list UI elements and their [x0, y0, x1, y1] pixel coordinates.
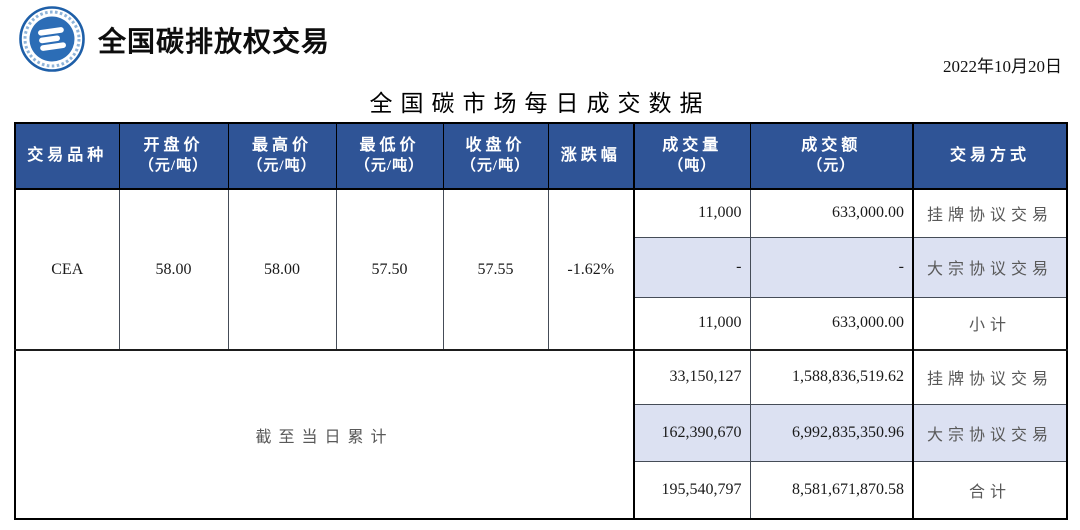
cell-cum-total-volume: 195,540,797 [633, 460, 751, 520]
col-header-high: 最高价 （元/吨） [227, 122, 337, 190]
col-header-change: 涨跌幅 [547, 122, 635, 190]
cell-daily-subtotal-volume: 11,000 [633, 296, 751, 351]
cell-daily-listed-amount: 633,000.00 [749, 188, 914, 238]
page-title: 全国碳市场每日成交数据 [369, 91, 711, 116]
cell-cum-block-amount: 6,992,835,350.96 [749, 403, 914, 462]
cell-cum-block-method: 大宗协议交易 [912, 403, 1068, 462]
cell-daily-subtotal-method: 小计 [912, 296, 1068, 351]
daily-row-subtotal: 11,000 633,000.00 小计 [15, 296, 1068, 351]
report-date: 2022年10月20日 [943, 57, 1062, 76]
col-header-low: 最低价 （元/吨） [335, 122, 444, 190]
cell-close-price: 57.55 [442, 188, 549, 351]
daily-trade-table: 交易品种 开盘价 （元/吨） 最高价 （元/吨） 最低价 （元/吨） 收盘价 [14, 122, 1068, 520]
col-header-product: 交易品种 [14, 122, 120, 190]
cell-product: CEA [14, 188, 120, 351]
cell-open-price: 58.00 [118, 188, 229, 351]
cell-cum-listed-volume: 33,150,127 [633, 349, 751, 405]
cell-low-price: 57.50 [335, 188, 444, 351]
exchange-seal-icon [19, 6, 85, 72]
col-header-amount: 成交额 （元） [749, 122, 914, 190]
cell-daily-block-method: 大宗协议交易 [912, 236, 1068, 298]
daily-row-listed: CEA 58.00 58.00 57.50 57.55 -1.62% 11,00… [14, 188, 1068, 351]
col-header-method: 交易方式 [912, 122, 1068, 190]
cell-daily-subtotal-amount: 633,000.00 [749, 296, 914, 351]
exchange-logo [18, 5, 86, 73]
daily-row-block: - - 大宗协议交易 [15, 236, 1068, 298]
cumulative-row-block: 162,390,670 6,992,835,350.96 大宗协议交易 [15, 403, 1068, 462]
cell-daily-block-volume: - [633, 236, 751, 298]
cell-cumulative-label: 截至当日累计 [14, 349, 635, 520]
col-header-close: 收盘价 （元/吨） [442, 122, 549, 190]
cell-cum-listed-method: 挂牌协议交易 [912, 349, 1068, 405]
cell-cum-listed-amount: 1,588,836,519.62 [749, 349, 914, 405]
cell-cum-total-amount: 8,581,671,870.58 [749, 460, 914, 520]
col-header-volume: 成交量 （吨） [633, 122, 751, 190]
cell-daily-listed-method: 挂牌协议交易 [912, 188, 1068, 238]
cell-daily-listed-volume: 11,000 [633, 188, 751, 238]
cell-high-price: 58.00 [227, 188, 337, 351]
table-header-row: 交易品种 开盘价 （元/吨） 最高价 （元/吨） 最低价 （元/吨） 收盘价 [14, 122, 1068, 190]
cell-cum-total-method: 合计 [912, 460, 1068, 520]
cumulative-row-listed: 截至当日累计 33,150,127 1,588,836,519.62 挂牌协议交… [14, 349, 1068, 520]
cell-daily-block-amount: - [749, 236, 914, 298]
col-header-open: 开盘价 （元/吨） [118, 122, 229, 190]
cumulative-row-total: 195,540,797 8,581,671,870.58 合计 [15, 460, 1068, 520]
cell-change-percent: -1.62% [547, 188, 635, 351]
brand-name: 全国碳排放权交易 [98, 27, 331, 58]
cell-cum-block-volume: 162,390,670 [633, 403, 751, 462]
